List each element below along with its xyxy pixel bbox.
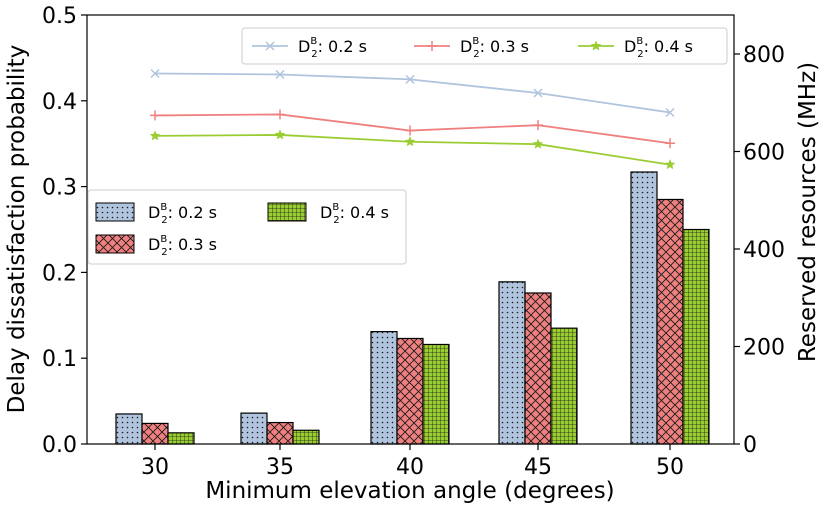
line-point-0-50 xyxy=(665,107,675,118)
bar-legend-box xyxy=(87,189,407,265)
right-axis: 0 200 400 600 800 xyxy=(734,43,785,458)
line-series-2 xyxy=(154,134,671,166)
left-tick-label: 0.1 xyxy=(42,347,77,372)
bar-dots-30 xyxy=(115,413,143,445)
line-point-2-45 xyxy=(532,138,544,149)
right-tick-label: 600 xyxy=(743,141,785,166)
x-tick-label: 40 xyxy=(396,455,424,480)
bar-grid-40 xyxy=(422,343,450,445)
line-legend-marker xyxy=(427,41,437,51)
bar-crosshatch-45 xyxy=(524,292,552,445)
line-point-2-50 xyxy=(664,158,676,170)
bars-layer xyxy=(115,171,710,445)
lines-layer xyxy=(149,68,676,170)
x-tick-label: 35 xyxy=(266,455,294,480)
line-point-1-50 xyxy=(665,138,675,149)
bar-dots-45 xyxy=(498,281,526,445)
bar-legend-swatch xyxy=(95,202,135,222)
left-tick-label: 0.2 xyxy=(42,261,77,286)
legend-label: DB 2: 0.4 s xyxy=(624,36,693,60)
bar-dots-40 xyxy=(370,331,398,445)
bar-crosshatch-40 xyxy=(396,337,424,445)
bar-crosshatch-50 xyxy=(656,198,684,445)
line-point-0-30 xyxy=(150,68,160,79)
right-tick-label: 800 xyxy=(743,43,785,68)
bar-crosshatch-35 xyxy=(266,421,294,445)
bar-grid-30 xyxy=(167,432,195,445)
bar-grid-45 xyxy=(550,327,578,445)
left-axis: 0.0 0.1 0.2 0.3 0.4 0.5 xyxy=(42,4,87,458)
bar-grid-50 xyxy=(682,228,710,445)
line-point-2-40 xyxy=(404,136,416,147)
line-point-1-35 xyxy=(275,109,285,120)
left-tick-label: 0.4 xyxy=(42,90,77,115)
legend-label: DB 2: 0.3 s xyxy=(460,36,529,60)
line-point-0-35 xyxy=(275,69,285,80)
x-tick-label: 45 xyxy=(524,455,552,480)
line-legend-marker xyxy=(265,41,275,51)
left-axis-title: Delay dissatisfaction probability xyxy=(4,45,30,414)
legend-label: DB 2: 0.2 s xyxy=(298,36,367,60)
bar-grid-35 xyxy=(292,429,320,445)
line-legend: DB 2: 0.2 s DB 2: 0.3 s DB 2: 0.4 s xyxy=(241,27,728,65)
x-tick-label: 30 xyxy=(141,455,169,480)
left-tick-label: 0.3 xyxy=(42,176,77,201)
line-point-1-30 xyxy=(150,110,160,121)
line-point-1-45 xyxy=(533,120,543,131)
line-legend-marker xyxy=(590,40,602,51)
legend-label: DB 2: 0.4 s xyxy=(320,202,389,226)
line-point-0-45 xyxy=(533,88,543,98)
legend-label: DB 2: 0.3 s xyxy=(148,234,217,258)
left-tick-label: 0.5 xyxy=(42,4,77,29)
bar-legend-swatch xyxy=(267,202,307,222)
right-tick-label: 200 xyxy=(743,336,785,361)
line-point-0-40 xyxy=(405,74,415,84)
line-point-2-35 xyxy=(274,129,286,140)
bar-legend: DB 2: 0.2 s DB 2: 0.3 s DB 2: 0.4 s xyxy=(87,189,407,265)
bar-dots-35 xyxy=(240,412,268,445)
right-axis-title: Reserved resources (MHz) xyxy=(795,62,821,362)
bar-legend-swatch xyxy=(95,234,135,254)
bar-crosshatch-30 xyxy=(141,422,169,445)
left-tick-label: 0.0 xyxy=(42,433,77,458)
x-tick-label: 50 xyxy=(656,455,684,480)
bar-dots-50 xyxy=(630,171,658,445)
line-point-1-40 xyxy=(405,125,415,136)
line-series-0 xyxy=(154,72,671,114)
line-point-2-30 xyxy=(149,130,161,141)
right-tick-label: 0 xyxy=(743,433,757,458)
x-axis-title: Minimum elevation angle (degrees) xyxy=(205,478,614,504)
legend-label: DB 2: 0.2 s xyxy=(148,202,217,226)
line-legend-box xyxy=(241,27,728,65)
right-tick-label: 400 xyxy=(743,238,785,263)
line-series-1 xyxy=(154,113,671,145)
x-axis: 30 35 40 45 50 xyxy=(141,444,684,480)
